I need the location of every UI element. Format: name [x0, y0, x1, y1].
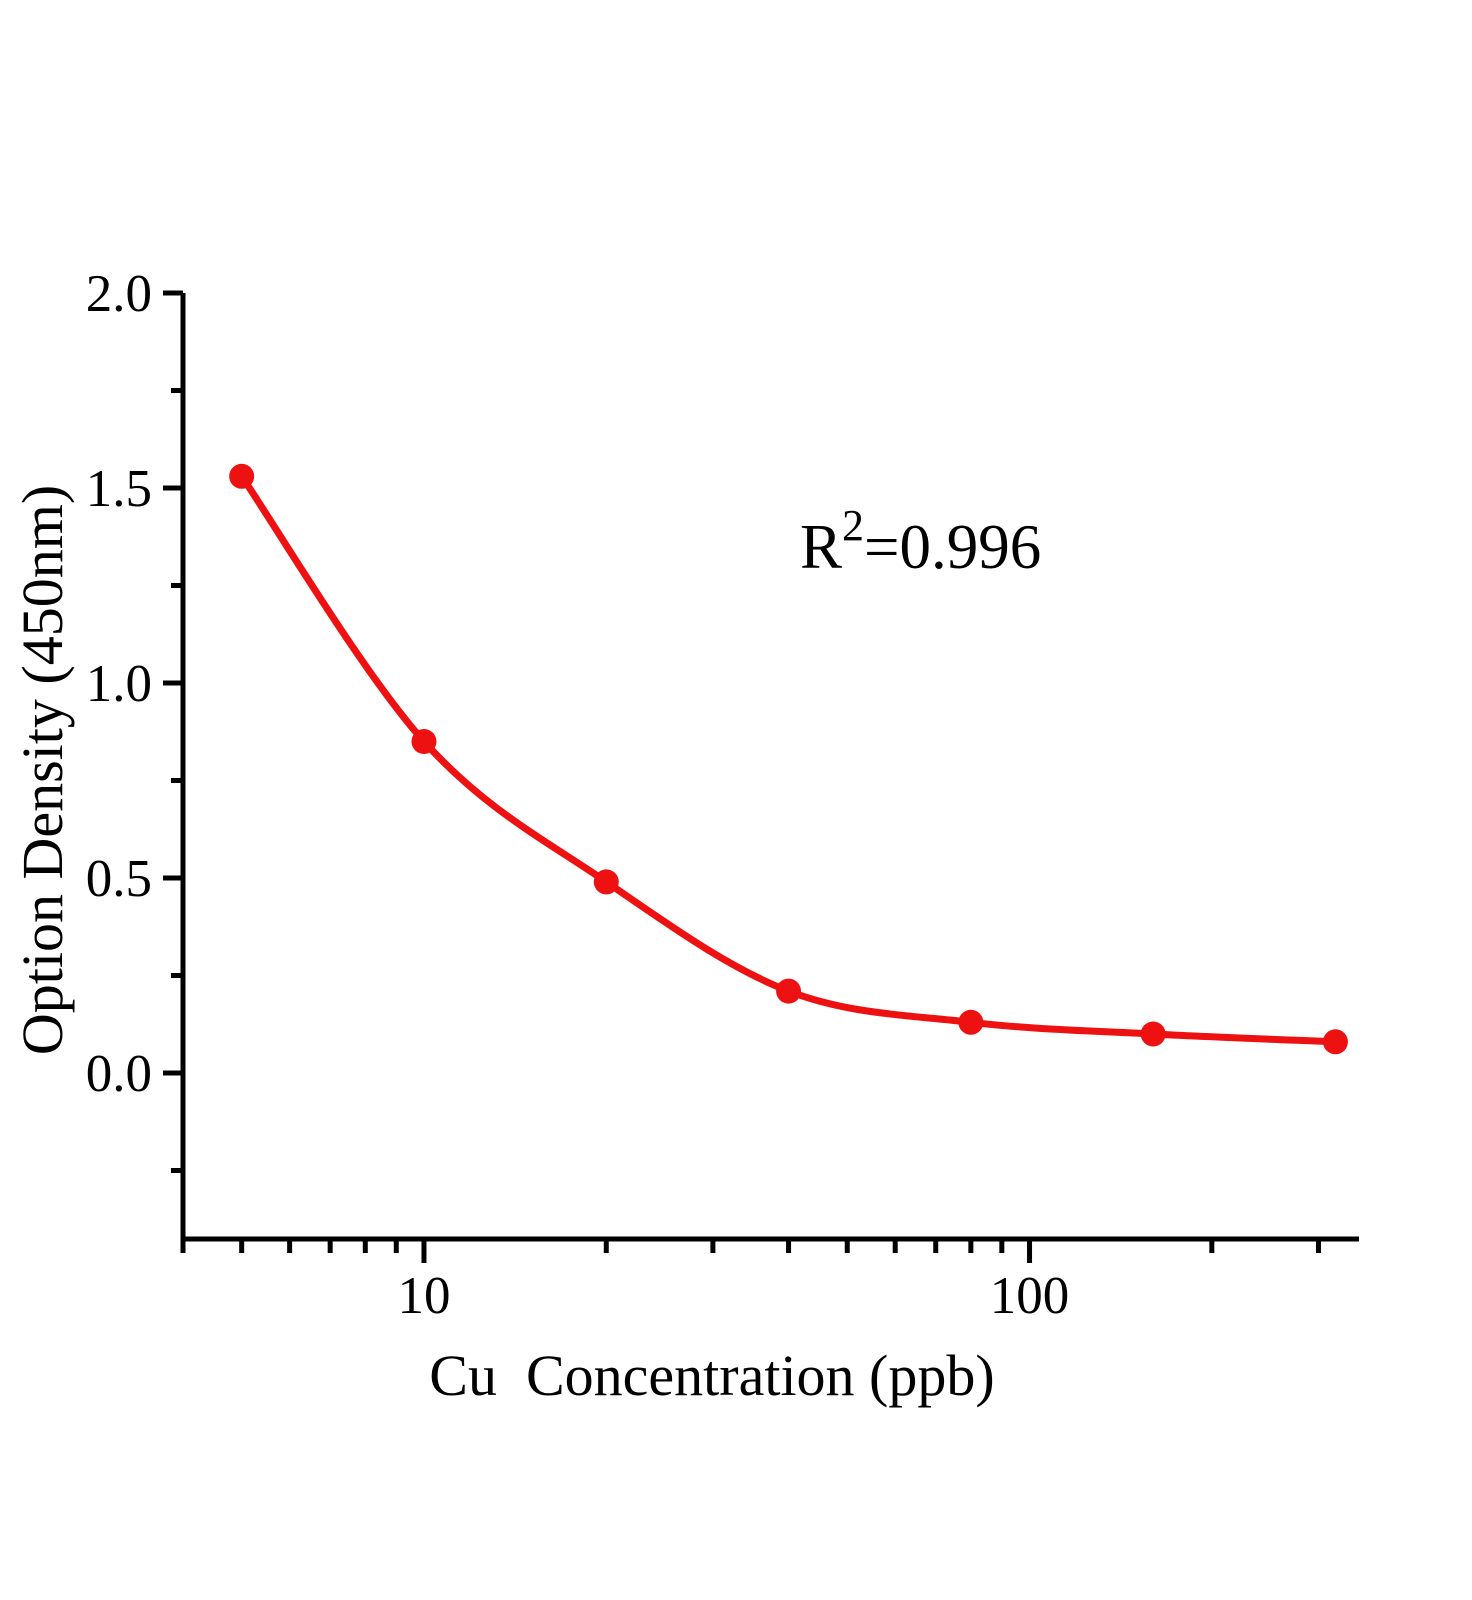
x-axis-title: Cu Concentration (ppb) [429, 1343, 994, 1408]
y-tick-label: 2.0 [86, 265, 152, 323]
r-squared-annotation: R2=0.996 [800, 501, 1041, 582]
x-tick-label: 10 [397, 1267, 450, 1325]
y-axis-title: Option Density (450nm) [10, 485, 75, 1055]
y-tick-label: 0.0 [86, 1045, 152, 1103]
data-point-marker [1322, 1029, 1348, 1055]
y-tick-label: 0.5 [86, 850, 152, 908]
data-point-marker [776, 978, 802, 1004]
data-point-marker [1140, 1021, 1166, 1047]
data-point-marker [593, 869, 619, 895]
data-point-marker [411, 729, 437, 754]
fit-curve [238, 472, 1339, 1046]
data-point-marker [958, 1009, 984, 1035]
y-tick-label: 1.5 [86, 460, 152, 518]
data-point-marker [229, 463, 255, 489]
x-tick-label: 100 [990, 1267, 1070, 1325]
y-tick-label: 1.0 [86, 655, 152, 713]
